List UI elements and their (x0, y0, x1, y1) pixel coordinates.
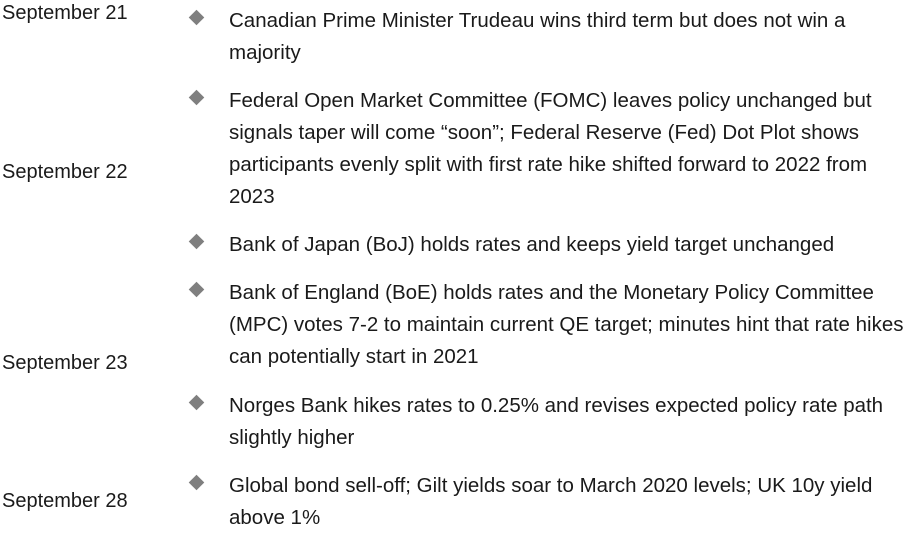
event-trudeau-election: Canadian Prime Minister Trudeau wins thi… (229, 9, 846, 64)
diamond-bullet-icon (188, 9, 205, 26)
event-fomc-decision: Federal Open Market Committee (FOMC) lea… (229, 89, 872, 208)
diamond-bullet-icon (188, 394, 205, 411)
diamond-bullet-icon (188, 89, 205, 106)
diamond-bullet-icon (188, 281, 205, 298)
event-norges-bank-hike: Norges Bank hikes rates to 0.25% and rev… (229, 394, 884, 449)
diamond-bullet-icon (188, 474, 205, 491)
event-boe-decision: Bank of England (BoE) holds rates and th… (229, 281, 904, 368)
event-global-bond-selloff: Global bond sell-off; Gilt yields soar t… (229, 474, 873, 529)
date-september-28: September 28 (2, 490, 128, 512)
diamond-bullet-icon (188, 233, 205, 250)
date-september-21: September 21 (2, 2, 128, 24)
event-boj-decision: Bank of Japan (BoJ) holds rates and keep… (229, 233, 835, 256)
date-september-22: September 22 (2, 161, 128, 183)
date-september-23: September 23 (2, 352, 128, 374)
